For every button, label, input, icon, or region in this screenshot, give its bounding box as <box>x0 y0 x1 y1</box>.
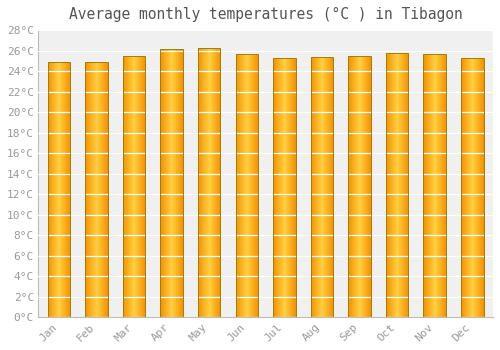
Bar <box>160 49 183 317</box>
Bar <box>310 57 334 317</box>
Bar <box>424 54 446 317</box>
Bar <box>85 62 108 317</box>
Bar <box>48 62 70 317</box>
Bar <box>236 54 258 317</box>
Bar <box>461 58 483 317</box>
Bar <box>386 52 408 317</box>
Bar <box>273 58 295 317</box>
Title: Average monthly temperatures (°C ) in Tibagon: Average monthly temperatures (°C ) in Ti… <box>68 7 462 22</box>
Bar <box>348 56 371 317</box>
Bar <box>198 48 220 317</box>
Bar <box>122 56 146 317</box>
